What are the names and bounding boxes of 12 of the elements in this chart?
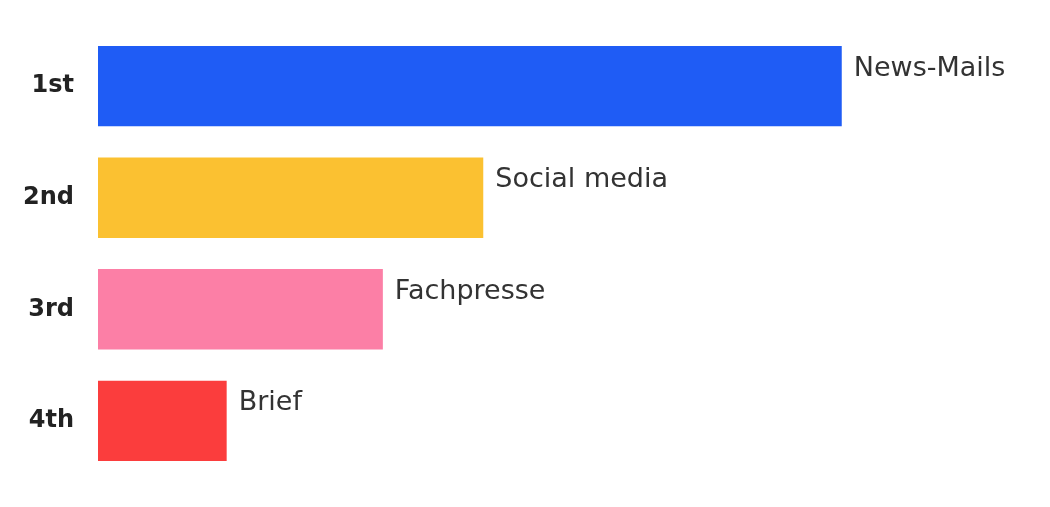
annotation: Fachpresse [394, 273, 546, 305]
bar [98, 380, 227, 461]
y-tick-label: 4th [28, 405, 74, 434]
bar [98, 269, 383, 350]
annotation: Social media [495, 162, 668, 194]
annotation: Brief [238, 385, 304, 417]
bar [98, 46, 842, 127]
bar [98, 157, 484, 238]
y-tick-label: 3rd [28, 293, 74, 322]
annotation: News-Mails [853, 50, 1006, 82]
y-tick-label: 2nd [23, 181, 74, 210]
y-tick-label: 1st [31, 70, 74, 99]
